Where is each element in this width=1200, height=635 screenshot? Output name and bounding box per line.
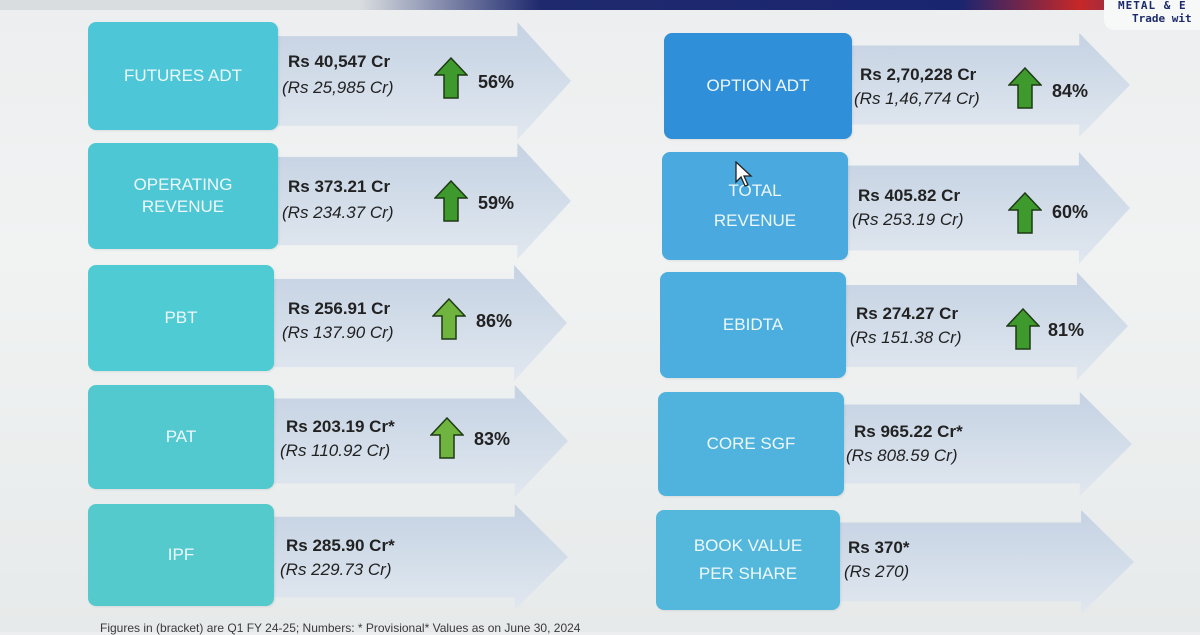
metric-label: CORE SGF bbox=[706, 434, 796, 453]
metric-label-line-2: PER SHARE bbox=[698, 564, 798, 583]
metric-arrow-shape bbox=[273, 143, 571, 259]
metric-previous-value: (Rs 151.38 Cr) bbox=[850, 328, 962, 347]
metric-previous-value: (Rs 110.92 Cr) bbox=[280, 441, 391, 460]
metric-previous-value: (Rs 25,985 Cr) bbox=[282, 78, 394, 97]
metric-value: Rs 373.21 Cr bbox=[288, 177, 391, 196]
metric-label-box: PBT bbox=[88, 265, 274, 371]
metric-label: PAT bbox=[165, 427, 197, 446]
logo-line-2: Trade wit bbox=[1132, 12, 1192, 25]
growth-percent: 84% bbox=[1052, 81, 1089, 101]
metric-label-box: OPERATING REVENUE bbox=[88, 143, 278, 249]
metric-arrow-shape bbox=[273, 265, 567, 381]
metric-label-box: TOTAL REVENUE bbox=[662, 152, 848, 260]
metric-label-box: EBIDTA bbox=[660, 272, 846, 378]
metric-previous-value: (Rs 229.73 Cr) bbox=[280, 560, 392, 579]
growth-percent: 60% bbox=[1052, 202, 1089, 222]
metric-previous-value: (Rs 234.37 Cr) bbox=[282, 203, 394, 222]
metric-value: Rs 965.22 Cr* bbox=[854, 422, 963, 441]
metric-previous-value: (Rs 253.19 Cr) bbox=[852, 210, 964, 229]
footnote: Figures in (bracket) are Q1 FY 24-25; Nu… bbox=[100, 621, 581, 635]
logo-line-1: METAL & E bbox=[1118, 0, 1187, 12]
metric-arrow-shape bbox=[842, 392, 1132, 496]
metric-label: OPERATING bbox=[133, 175, 233, 194]
up-arrow-icon bbox=[1008, 192, 1042, 234]
metric-value: Rs 40,547 Cr bbox=[288, 52, 391, 71]
up-arrow-icon bbox=[1006, 308, 1040, 350]
growth-percent: 83% bbox=[474, 429, 511, 449]
metric-value: Rs 2,70,228 Cr bbox=[860, 65, 977, 84]
company-logo: METAL & E Trade wit bbox=[1104, 0, 1200, 30]
metric-arrow-shape bbox=[840, 510, 1134, 614]
growth-percent: 86% bbox=[476, 311, 513, 331]
metric-previous-value: (Rs 808.59 Cr) bbox=[846, 446, 958, 465]
metric-previous-value: (Rs 137.90 Cr) bbox=[282, 323, 394, 342]
up-arrow-icon bbox=[434, 180, 468, 222]
growth-percent: 81% bbox=[1048, 320, 1085, 340]
metric-label-box: IPF bbox=[88, 504, 274, 606]
metric-label-box: PAT bbox=[88, 385, 274, 489]
metric-label: FUTURES ADT bbox=[123, 66, 243, 85]
metric-arrow-shape bbox=[273, 22, 571, 140]
top-banner bbox=[0, 0, 1200, 10]
metric-label-line-2: REVENUE bbox=[713, 211, 797, 230]
up-arrow-icon bbox=[430, 417, 464, 459]
metric-value: Rs 203.19 Cr* bbox=[286, 417, 395, 436]
metric-value: Rs 274.27 Cr bbox=[856, 304, 959, 323]
up-arrow-icon bbox=[1008, 67, 1042, 109]
metric-label: PBT bbox=[164, 308, 198, 327]
metric-previous-value: (Rs 1,46,774 Cr) bbox=[854, 89, 980, 108]
metric-value: Rs 370* bbox=[848, 538, 910, 557]
metric-label-box: CORE SGF bbox=[658, 392, 844, 496]
up-arrow-icon bbox=[432, 298, 466, 340]
metric-arrow-shape bbox=[272, 504, 568, 610]
metric-arrow-shape bbox=[272, 385, 568, 497]
metric-label-box: FUTURES ADT bbox=[88, 22, 278, 130]
growth-percent: 56% bbox=[478, 72, 515, 92]
metric-value: Rs 256.91 Cr bbox=[288, 299, 391, 318]
metric-previous-value: (Rs 270) bbox=[844, 562, 910, 581]
metric-value: Rs 405.82 Cr bbox=[858, 186, 961, 205]
metric-label-box: OPTION ADT bbox=[664, 33, 852, 139]
metric-arrow-shape bbox=[846, 152, 1130, 264]
metric-arrow-shape bbox=[844, 272, 1128, 380]
metric-label: BOOK VALUE bbox=[693, 536, 803, 555]
metric-label: OPTION ADT bbox=[706, 76, 810, 95]
mouse-cursor-icon bbox=[735, 161, 753, 187]
metric-label: TOTAL bbox=[728, 181, 782, 200]
metric-value: Rs 285.90 Cr* bbox=[286, 536, 395, 555]
metric-label-line-2: REVENUE bbox=[141, 197, 225, 216]
metric-arrow-shape bbox=[848, 33, 1130, 137]
metric-label: EBIDTA bbox=[722, 315, 784, 334]
metric-label: IPF bbox=[167, 545, 195, 564]
up-arrow-icon bbox=[434, 57, 468, 99]
metric-label-box: BOOK VALUE PER SHARE bbox=[656, 510, 840, 610]
growth-percent: 59% bbox=[478, 193, 515, 213]
